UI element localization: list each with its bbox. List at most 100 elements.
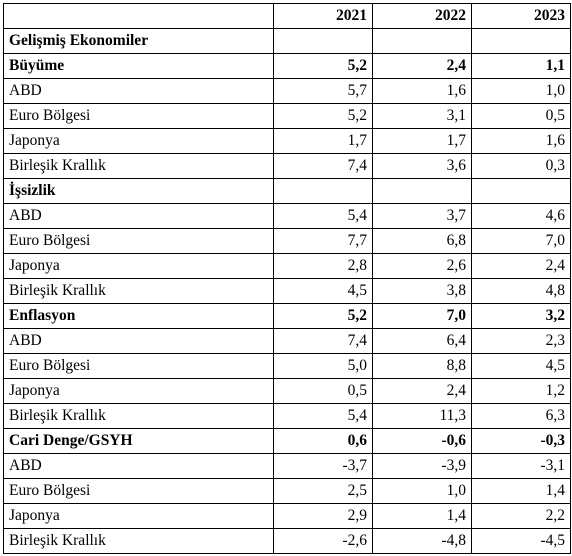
country-label: Euro Bölgesi <box>3 103 274 129</box>
table-row: ABD -3,7 -3,9 -3,1 <box>3 453 571 479</box>
data-value: 5,7 <box>273 78 373 104</box>
section-row: Büyüme 5,2 2,4 1,1 <box>3 53 571 79</box>
data-value: 2,4 <box>471 253 571 279</box>
data-value: -3,1 <box>471 453 571 479</box>
data-value: 0,3 <box>471 153 571 179</box>
table-row: Japonya 0,5 2,4 1,2 <box>3 378 571 404</box>
data-value: 0,5 <box>471 103 571 129</box>
data-value: 7,4 <box>273 328 373 354</box>
data-value: 1,4 <box>372 503 472 529</box>
table-row: Birleşik Krallık 4,5 3,8 4,8 <box>3 278 571 304</box>
data-value: 2,2 <box>471 503 571 529</box>
section-total-value <box>273 178 373 204</box>
country-label: Euro Bölgesi <box>3 353 274 379</box>
empty-cell <box>372 28 472 54</box>
section-row: İşsizlik <box>3 178 571 204</box>
data-value: 3,7 <box>372 203 472 229</box>
section-total-value: 7,0 <box>372 303 472 329</box>
data-value: 3,8 <box>372 278 472 304</box>
section-total-value: 2,4 <box>372 53 472 79</box>
table-row: Japonya 2,9 1,4 2,2 <box>3 503 571 529</box>
data-value: 2,6 <box>372 253 472 279</box>
section-total-value <box>471 178 571 204</box>
economic-indicators-table: 2021 2022 2023 Gelişmiş Ekonomiler Büyüm… <box>3 3 571 554</box>
data-value: 4,5 <box>273 278 373 304</box>
section-total-value: 1,1 <box>471 53 571 79</box>
country-label: Birleşik Krallık <box>3 528 274 554</box>
data-value: -4,5 <box>471 528 571 554</box>
data-value: -3,9 <box>372 453 472 479</box>
data-value: 0,5 <box>273 378 373 404</box>
data-value: 2,5 <box>273 478 373 504</box>
country-label: ABD <box>3 453 274 479</box>
empty-cell <box>471 28 571 54</box>
country-label: Japonya <box>3 378 274 404</box>
section-total-value: 3,2 <box>471 303 571 329</box>
data-value: 2,9 <box>273 503 373 529</box>
data-value: 7,7 <box>273 228 373 254</box>
table-row: ABD 5,7 1,6 1,0 <box>3 78 571 104</box>
table-title: Gelişmiş Ekonomiler <box>3 28 274 54</box>
table-row: Euro Bölgesi 5,0 8,8 4,5 <box>3 353 571 379</box>
header-row: 2021 2022 2023 <box>3 3 571 29</box>
section-total-value: -0,3 <box>471 428 571 454</box>
table-row: Euro Bölgesi 2,5 1,0 1,4 <box>3 478 571 504</box>
data-value: 4,8 <box>471 278 571 304</box>
country-label: ABD <box>3 328 274 354</box>
data-value: -3,7 <box>273 453 373 479</box>
data-value: 3,6 <box>372 153 472 179</box>
data-value: 1,6 <box>372 78 472 104</box>
data-value: 1,0 <box>372 478 472 504</box>
data-value: 4,6 <box>471 203 571 229</box>
data-value: 7,4 <box>273 153 373 179</box>
data-value: 4,5 <box>471 353 571 379</box>
table-row: Birleşik Krallık 7,4 3,6 0,3 <box>3 153 571 179</box>
data-value: 7,0 <box>471 228 571 254</box>
section-total-value: 5,2 <box>273 53 373 79</box>
country-label: Birleşik Krallık <box>3 403 274 429</box>
data-value: 5,0 <box>273 353 373 379</box>
country-label: Japonya <box>3 128 274 154</box>
data-value: 1,7 <box>273 128 373 154</box>
data-value: 11,3 <box>372 403 472 429</box>
data-value: 1,2 <box>471 378 571 404</box>
country-label: Japonya <box>3 503 274 529</box>
year-header-2021: 2021 <box>273 3 373 29</box>
section-label: Büyüme <box>3 53 274 79</box>
data-value: 3,1 <box>372 103 472 129</box>
section-label: Enflasyon <box>3 303 274 329</box>
table-row: Euro Bölgesi 7,7 6,8 7,0 <box>3 228 571 254</box>
table-row: ABD 7,4 6,4 2,3 <box>3 328 571 354</box>
country-label: Birleşik Krallık <box>3 153 274 179</box>
table-row: Birleşik Krallık 5,4 11,3 6,3 <box>3 403 571 429</box>
section-label: İşsizlik <box>3 178 274 204</box>
section-total-value <box>372 178 472 204</box>
table-row: Japonya 2,8 2,6 2,4 <box>3 253 571 279</box>
section-label: Cari Denge/GSYH <box>3 428 274 454</box>
table-row: Japonya 1,7 1,7 1,6 <box>3 128 571 154</box>
country-label: ABD <box>3 203 274 229</box>
data-value: 5,4 <box>273 203 373 229</box>
table-row: Birleşik Krallık -2,6 -4,8 -4,5 <box>3 528 571 554</box>
country-label: Japonya <box>3 253 274 279</box>
section-row: Enflasyon 5,2 7,0 3,2 <box>3 303 571 329</box>
table-row: Euro Bölgesi 5,2 3,1 0,5 <box>3 103 571 129</box>
table-row: ABD 5,4 3,7 4,6 <box>3 203 571 229</box>
data-value: 2,4 <box>372 378 472 404</box>
data-value: 1,6 <box>471 128 571 154</box>
table-body: 2021 2022 2023 Gelişmiş Ekonomiler Büyüm… <box>3 3 571 554</box>
data-value: 1,4 <box>471 478 571 504</box>
country-label: Birleşik Krallık <box>3 278 274 304</box>
data-value: 6,8 <box>372 228 472 254</box>
data-value: 8,8 <box>372 353 472 379</box>
data-value: 1,0 <box>471 78 571 104</box>
country-label: ABD <box>3 78 274 104</box>
data-value: 1,7 <box>372 128 472 154</box>
data-value: 5,4 <box>273 403 373 429</box>
data-value: 6,4 <box>372 328 472 354</box>
data-value: -4,8 <box>372 528 472 554</box>
section-total-value: 0,6 <box>273 428 373 454</box>
country-label: Euro Bölgesi <box>3 478 274 504</box>
section-total-value: -0,6 <box>372 428 472 454</box>
data-value: 5,2 <box>273 103 373 129</box>
